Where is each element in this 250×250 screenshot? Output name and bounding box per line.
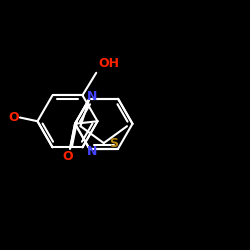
Text: N: N (87, 145, 97, 158)
Text: O: O (8, 111, 19, 124)
Text: O: O (62, 150, 73, 163)
Text: N: N (87, 90, 97, 103)
Text: OH: OH (99, 57, 120, 70)
Text: S: S (109, 136, 118, 149)
